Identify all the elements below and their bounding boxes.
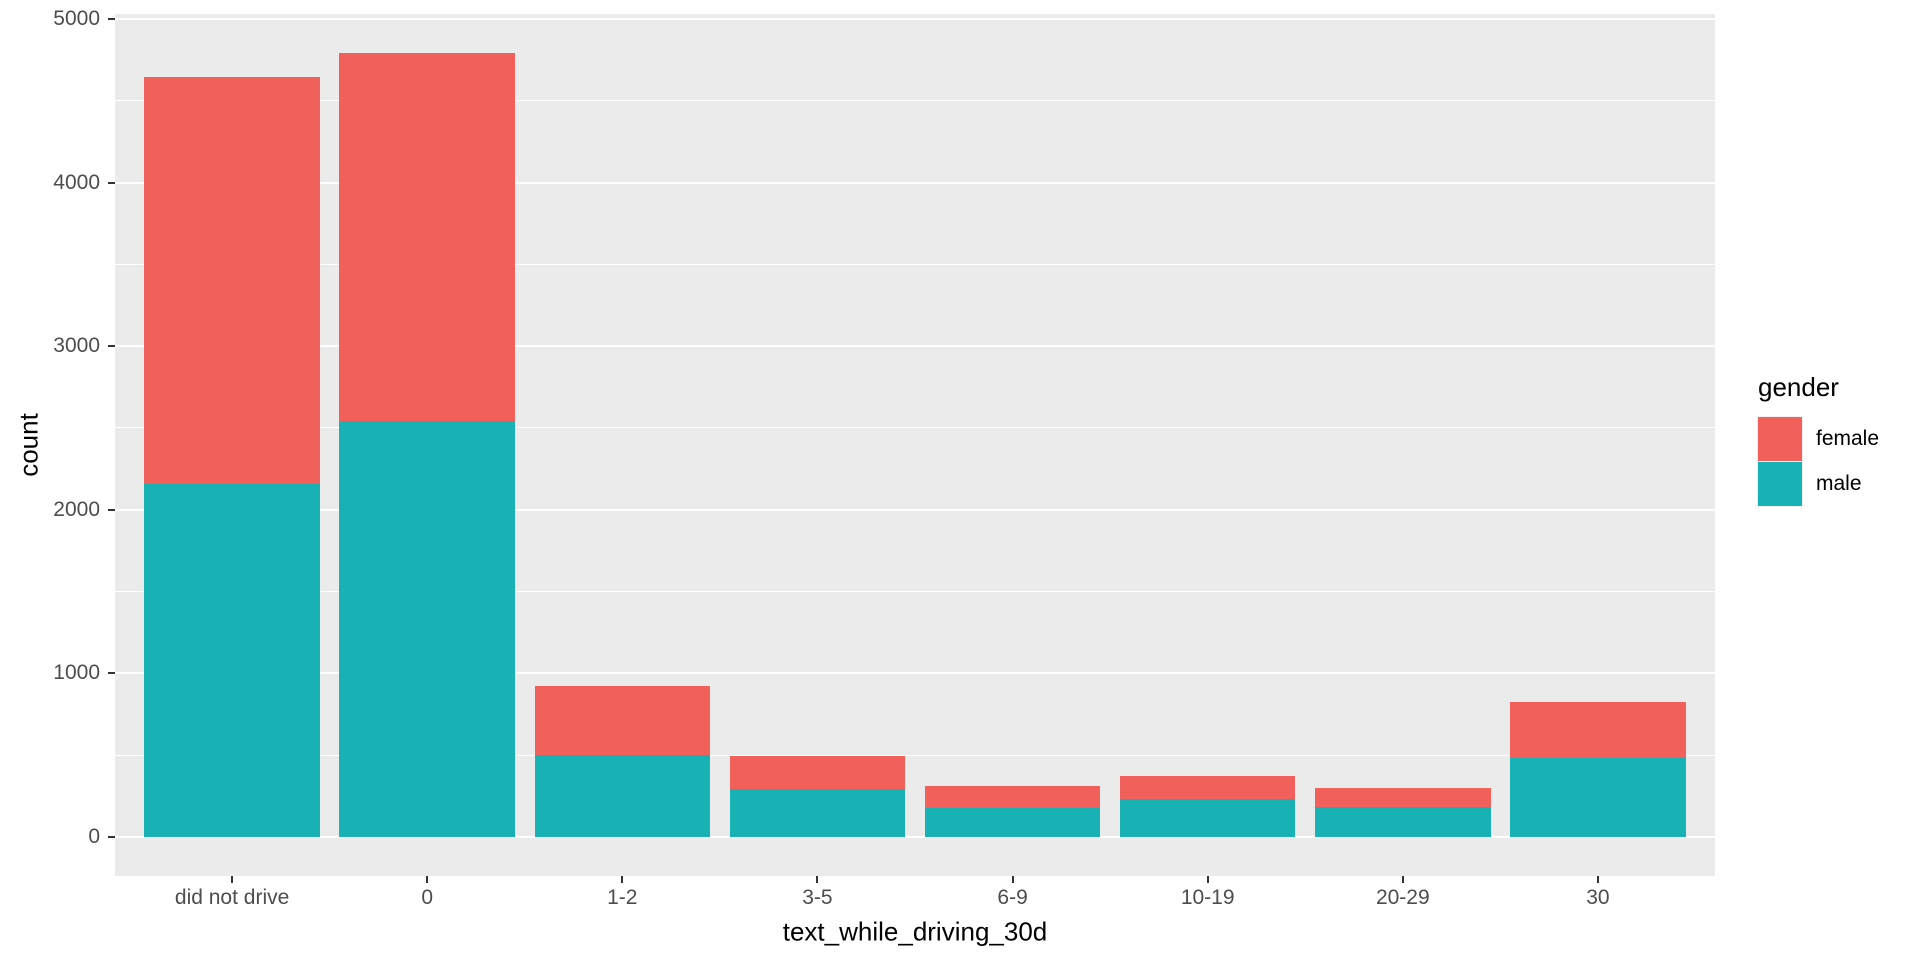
minor-gridline <box>115 754 1715 756</box>
bar-1-2-male <box>534 755 711 837</box>
y-tick-label: 1000 <box>53 661 100 685</box>
x-tick-mark <box>426 876 429 883</box>
y-tick-mark <box>108 18 115 21</box>
bar-30-male <box>1510 757 1686 837</box>
minor-gridline <box>115 263 1715 265</box>
bar-0-female <box>339 53 515 422</box>
major-gridline <box>115 672 1715 675</box>
y-tick-mark <box>108 835 115 838</box>
bar-6-9-male <box>924 807 1101 837</box>
bar-did-not-drive-male <box>144 483 320 837</box>
major-gridline <box>115 18 1715 21</box>
x-tick-label-3-5: 3-5 <box>802 886 833 909</box>
legend-label-male: male <box>1816 472 1862 495</box>
x-tick-mark <box>621 876 624 883</box>
legend-entry-female: female <box>1758 417 1879 461</box>
legend: gender female male <box>1758 372 1879 507</box>
minor-gridline <box>115 100 1715 102</box>
bar-3-5-male <box>729 789 906 837</box>
y-axis-title: count <box>13 413 44 477</box>
x-axis-title: text_while_driving_30d <box>782 916 1048 947</box>
x-tick-label-30: 30 <box>1586 886 1610 909</box>
y-tick-label: 2000 <box>53 497 100 521</box>
y-tick-mark <box>108 345 115 348</box>
plot-panel <box>115 14 1715 876</box>
bar-3-5-female <box>729 756 906 790</box>
legend-key-male <box>1758 462 1802 506</box>
bar-10-19-female <box>1119 775 1296 800</box>
y-tick-label: 4000 <box>53 170 100 194</box>
bar-10-19-male <box>1119 799 1296 837</box>
minor-gridline <box>115 591 1715 593</box>
bar-did-not-drive-female <box>144 77 320 484</box>
bar-20-29-female <box>1315 788 1491 808</box>
bar-30-female <box>1510 701 1686 758</box>
legend-key-female <box>1758 417 1802 461</box>
bar-0-male <box>339 421 515 837</box>
x-tick-mark <box>816 876 819 883</box>
major-gridline <box>115 508 1715 511</box>
y-tick-mark <box>108 181 115 184</box>
major-gridline <box>115 345 1715 348</box>
x-tick-label-0: 0 <box>421 886 434 909</box>
y-tick-mark <box>108 508 115 511</box>
x-tick-mark <box>1401 876 1404 883</box>
legend-title: gender <box>1758 372 1839 402</box>
major-gridline <box>115 181 1715 184</box>
bar-1-2-female <box>534 685 711 756</box>
x-tick-mark <box>1206 876 1209 883</box>
y-tick-label: 0 <box>88 824 100 848</box>
legend-entries: female male <box>1758 417 1879 506</box>
x-tick-label-20-29: 20-29 <box>1375 886 1430 909</box>
x-tick-label-did-not-drive: did not drive <box>174 886 290 909</box>
x-tick-mark <box>231 876 234 883</box>
x-tick-mark <box>1011 876 1014 883</box>
bar-20-29-male <box>1315 807 1491 837</box>
y-tick-mark <box>108 672 115 675</box>
major-gridline <box>115 835 1715 838</box>
minor-gridline <box>115 427 1715 429</box>
legend-entry-male: male <box>1758 462 1879 506</box>
x-tick-mark <box>1596 876 1599 883</box>
y-tick-label: 3000 <box>53 334 100 358</box>
x-tick-label-6-9: 6-9 <box>997 886 1028 909</box>
x-tick-label-10-19: 10-19 <box>1180 886 1235 909</box>
legend-label-female: female <box>1816 427 1880 450</box>
y-tick-label: 5000 <box>53 7 100 31</box>
x-tick-label-1-2: 1-2 <box>607 886 638 909</box>
bar-6-9-female <box>924 786 1101 808</box>
